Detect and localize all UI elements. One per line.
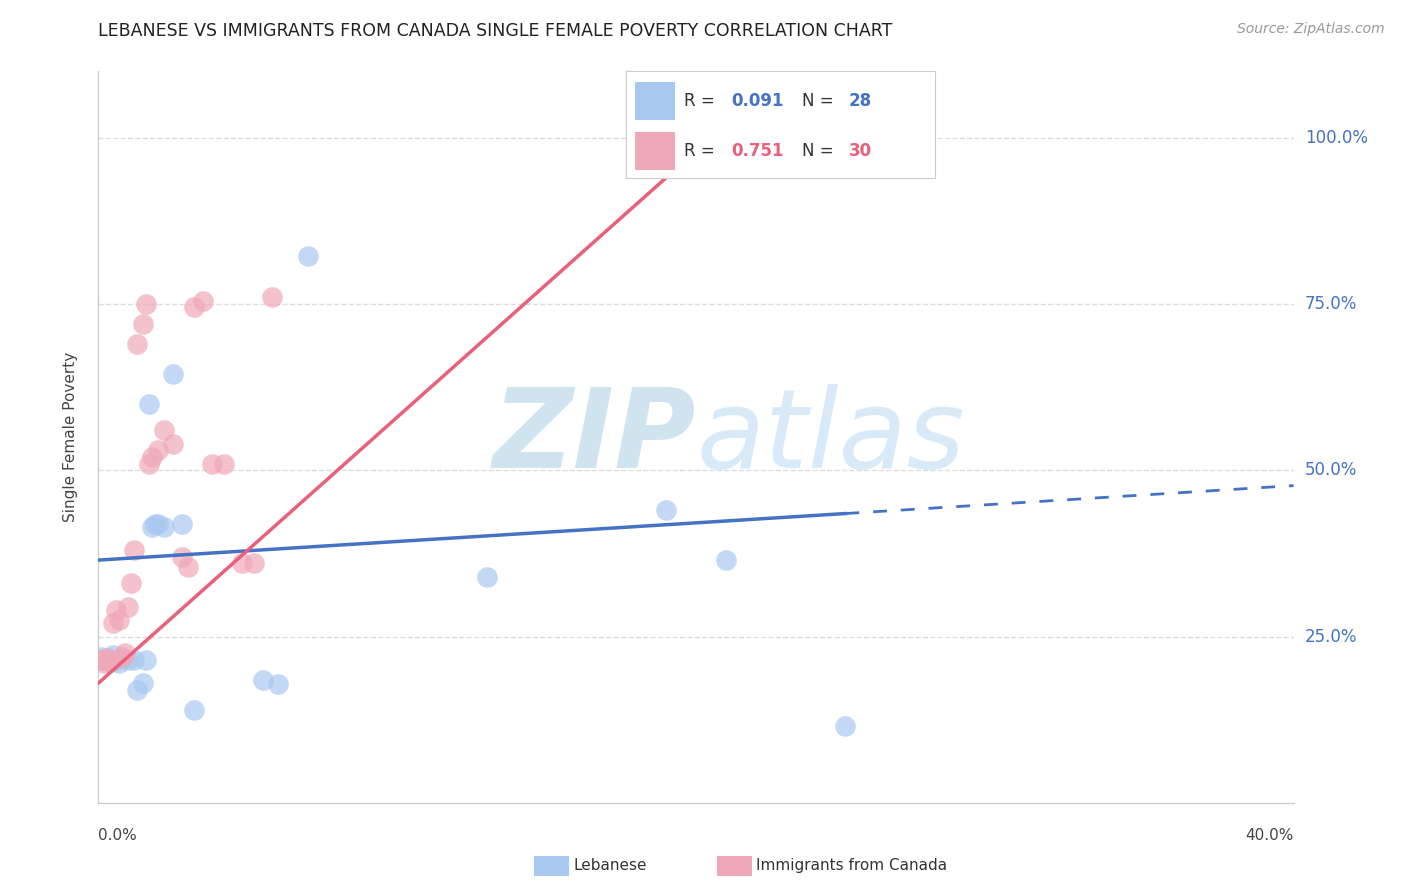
Point	[172, 549, 194, 564]
Point	[141, 450, 163, 464]
Point	[162, 367, 184, 381]
Text: 0.0%: 0.0%	[98, 828, 138, 843]
Text: Source: ZipAtlas.com: Source: ZipAtlas.com	[1237, 22, 1385, 37]
Point	[212, 457, 235, 471]
Point	[141, 520, 163, 534]
Point	[111, 650, 134, 665]
Point	[98, 655, 122, 669]
Point	[177, 559, 200, 574]
Point	[138, 457, 160, 471]
Point	[90, 649, 112, 664]
Text: 0.091: 0.091	[731, 92, 783, 110]
Point	[93, 656, 115, 670]
Point	[135, 653, 157, 667]
Point	[153, 424, 176, 438]
Point	[117, 599, 139, 614]
Point	[105, 603, 128, 617]
Text: Immigrants from Canada: Immigrants from Canada	[756, 858, 948, 872]
Text: 100.0%: 100.0%	[1305, 128, 1368, 147]
Point	[153, 520, 176, 534]
Text: ZIP: ZIP	[492, 384, 696, 491]
Text: R =: R =	[685, 142, 720, 160]
Point	[132, 317, 155, 331]
Text: 0.751: 0.751	[731, 142, 783, 160]
Point	[138, 397, 160, 411]
Point	[231, 557, 253, 571]
Point	[98, 655, 122, 669]
Point	[105, 653, 128, 667]
Point	[93, 653, 115, 667]
Text: 75.0%: 75.0%	[1305, 295, 1357, 313]
Point	[124, 543, 146, 558]
Point	[267, 677, 290, 691]
Point	[135, 297, 157, 311]
Point	[834, 719, 856, 733]
Point	[120, 576, 142, 591]
Point	[183, 703, 205, 717]
Text: N =: N =	[801, 92, 839, 110]
Point	[475, 570, 498, 584]
Point	[111, 649, 134, 664]
Y-axis label: Single Female Poverty: Single Female Poverty	[63, 352, 77, 522]
Point	[90, 653, 112, 667]
Text: atlas: atlas	[696, 384, 965, 491]
Point	[132, 676, 155, 690]
Point	[124, 653, 146, 667]
Point	[172, 516, 194, 531]
Text: 30: 30	[848, 142, 872, 160]
Point	[127, 682, 149, 697]
Point	[252, 673, 274, 687]
Point	[162, 436, 184, 450]
Point	[260, 290, 283, 304]
Point	[103, 648, 125, 663]
Text: 25.0%: 25.0%	[1305, 628, 1357, 646]
Point	[114, 646, 136, 660]
Bar	[636, 132, 675, 169]
Text: LEBANESE VS IMMIGRANTS FROM CANADA SINGLE FEMALE POVERTY CORRELATION CHART: LEBANESE VS IMMIGRANTS FROM CANADA SINGL…	[98, 22, 893, 40]
Point	[148, 516, 170, 531]
Text: 28: 28	[848, 92, 872, 110]
Point	[143, 516, 166, 531]
Point	[655, 503, 678, 517]
Text: 40.0%: 40.0%	[1246, 828, 1294, 843]
Point	[96, 650, 118, 665]
Point	[108, 613, 131, 627]
Point	[148, 443, 170, 458]
Point	[243, 557, 266, 571]
Text: N =: N =	[801, 142, 839, 160]
Point	[103, 616, 125, 631]
Point	[745, 137, 768, 152]
Point	[127, 337, 149, 351]
Point	[183, 301, 205, 315]
Point	[201, 457, 224, 471]
Point	[117, 653, 139, 667]
Point	[714, 553, 737, 567]
Point	[297, 249, 319, 263]
Text: Lebanese: Lebanese	[574, 858, 647, 872]
Text: R =: R =	[685, 92, 720, 110]
Text: 50.0%: 50.0%	[1305, 461, 1357, 479]
Point	[191, 293, 214, 308]
Point	[96, 650, 118, 665]
Point	[108, 656, 131, 670]
Bar	[636, 82, 675, 120]
